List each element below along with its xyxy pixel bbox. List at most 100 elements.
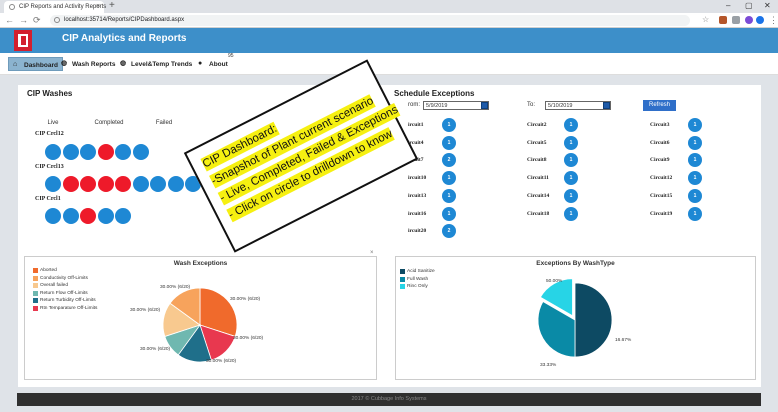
new-tab-button[interactable]: + [109,0,115,11]
to-date-input[interactable]: 5/10/2019 [545,101,611,110]
failed-label: Failed [155,120,173,126]
home-icon: ⌂ [13,61,18,68]
calendar-icon[interactable] [603,102,610,109]
from-date-input[interactable]: 5/9/2019 [423,101,489,110]
wash-status-circle[interactable] [45,144,61,160]
pie-data-label: 30.00% (6/20) [230,297,261,302]
tab-about[interactable]: ● About [194,57,232,71]
legend-item[interactable]: Full Wash [400,276,428,282]
circuit-exception-count[interactable]: 2 [442,153,456,168]
circuit-exception-count[interactable]: 1 [688,135,702,150]
circuit-name: Circuit18 [527,210,550,217]
close-window-icon[interactable]: ✕ [764,1,771,10]
forward-icon[interactable]: → [19,15,28,25]
extension-icon[interactable] [732,16,740,24]
wash-status-circle[interactable] [97,144,114,160]
circuit-name: Circuit15 [650,192,673,199]
live-count-circle[interactable]: 1 [46,103,61,118]
url-text: localhost:35714/Reports/CIPDashboard.asp… [64,17,185,23]
circuit-exception-count[interactable]: 1 [564,171,578,186]
circuit-exception-count[interactable]: 1 [442,188,456,203]
tab-dashboard[interactable]: ⌂ Dashboard [8,57,63,71]
browser-tab-bar: CIP Reports and Activity Reports × + – ▢… [0,0,778,13]
legend-item[interactable]: Overall failed [33,283,68,288]
pie-slice[interactable] [199,287,238,337]
circuit-exception-count[interactable]: 1 [564,135,578,150]
app-header: CIP Analytics and Reports [0,28,778,53]
to-date-value: 5/10/2019 [548,103,573,109]
failed-count-circle[interactable]: 6 [157,103,172,118]
circuit-name: ircuit20 [408,228,427,235]
pie-slice[interactable] [169,287,201,326]
circuit-exception-count[interactable]: 1 [442,118,456,132]
pie-slice[interactable] [574,282,613,358]
legend-item[interactable]: Rtn Temparature Off-Limits [33,305,97,311]
wash-status-circle[interactable] [62,176,79,192]
minimize-icon[interactable]: – [726,1,731,10]
tab-label: Wash Reports [72,61,116,68]
circuit-exception-count[interactable]: 1 [688,153,702,168]
circuit-exception-count[interactable]: 1 [564,188,578,203]
back-icon[interactable]: ← [5,15,14,25]
tab-close-icon[interactable]: × [96,3,101,10]
refresh-button[interactable]: Refresh [643,100,676,111]
wash-status-circle[interactable] [115,208,131,224]
wash-status-circle[interactable] [45,176,61,192]
circuit-name: Circuit14 [527,192,550,199]
star-icon[interactable]: ☆ [702,15,710,24]
circuit-exception-count[interactable]: 1 [564,153,578,168]
address-bar[interactable]: localhost:35714/Reports/CIPDashboard.asp… [50,15,690,26]
circuit-exception-count[interactable]: 2 [442,224,456,239]
calendar-icon[interactable] [481,102,488,109]
tab-level-temp-trends[interactable]: ◍ Level&Temp Trends [116,57,196,71]
legend-item[interactable]: Aborted [33,268,57,273]
legend-item[interactable]: Rinc Only [400,284,428,289]
wash-status-circle[interactable] [115,176,131,192]
pie-slice[interactable] [537,300,576,358]
maximize-icon[interactable]: ▢ [745,1,753,10]
circuit-name: Circuit2 [527,122,547,128]
wash-status-circle[interactable] [45,208,61,224]
circuit-exception-count[interactable]: 1 [442,171,456,186]
reload-icon[interactable]: ⟳ [33,15,41,25]
wash-status-circle[interactable] [132,144,149,160]
wash-status-circle[interactable] [97,208,114,224]
tab-wash-reports[interactable]: ◍ Wash Reports [57,57,119,71]
completed-count-circle[interactable]: 13 [102,103,117,118]
pie-slice[interactable] [539,278,573,317]
circuit-exception-count[interactable]: 1 [688,118,702,132]
info-icon[interactable] [54,17,60,23]
extension-icon[interactable] [745,16,753,24]
wash-status-circle[interactable] [80,144,96,160]
circuit-exception-count[interactable]: 1 [442,135,456,150]
pie-data-label: 33.33% [540,363,557,368]
wash-status-circle[interactable] [97,176,114,192]
live-label: Live [47,120,59,126]
user-icon: ● [198,60,203,67]
browser-tab[interactable]: CIP Reports and Activity Reports × [4,1,106,13]
wash-status-circle[interactable] [80,176,96,192]
wash-status-circle[interactable] [132,176,149,192]
wash-status-circle[interactable] [62,208,79,224]
legend-item[interactable]: Return Turbidity Off-Limits [33,298,96,303]
wash-status-circle[interactable] [80,208,96,224]
circuit-name: ircuit16 [408,210,427,217]
browser-menu-icon[interactable]: ⋮ [769,15,778,25]
circuit-exception-count[interactable]: 1 [564,118,578,132]
close-icon[interactable]: × [370,250,374,256]
wash-status-circle[interactable] [62,144,79,160]
legend-item[interactable]: Acid Sanitize [400,269,435,274]
completed-label: Completed [94,120,124,126]
circuit-exception-count[interactable]: 1 [688,171,702,186]
circuit-exception-count[interactable]: 1 [688,188,702,203]
circuit-exception-count[interactable]: 1 [442,206,456,221]
profile-icon[interactable] [756,16,764,24]
legend-item[interactable]: Return Flow Off-Limits [33,290,88,296]
circuit-exception-count[interactable]: 1 [564,206,578,221]
extension-icon[interactable] [719,16,727,24]
circuit-exception-count[interactable]: 1 [688,206,702,221]
wash-status-circle[interactable] [167,176,184,192]
wash-status-circle[interactable] [115,144,131,160]
wash-status-circle[interactable] [150,176,166,192]
legend-item[interactable]: Conductivity Off-Limits [33,275,88,281]
